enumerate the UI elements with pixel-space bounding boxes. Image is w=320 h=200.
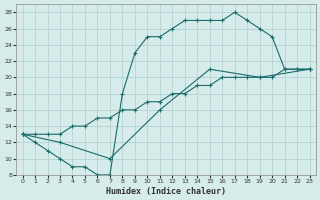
X-axis label: Humidex (Indice chaleur): Humidex (Indice chaleur) <box>106 187 226 196</box>
